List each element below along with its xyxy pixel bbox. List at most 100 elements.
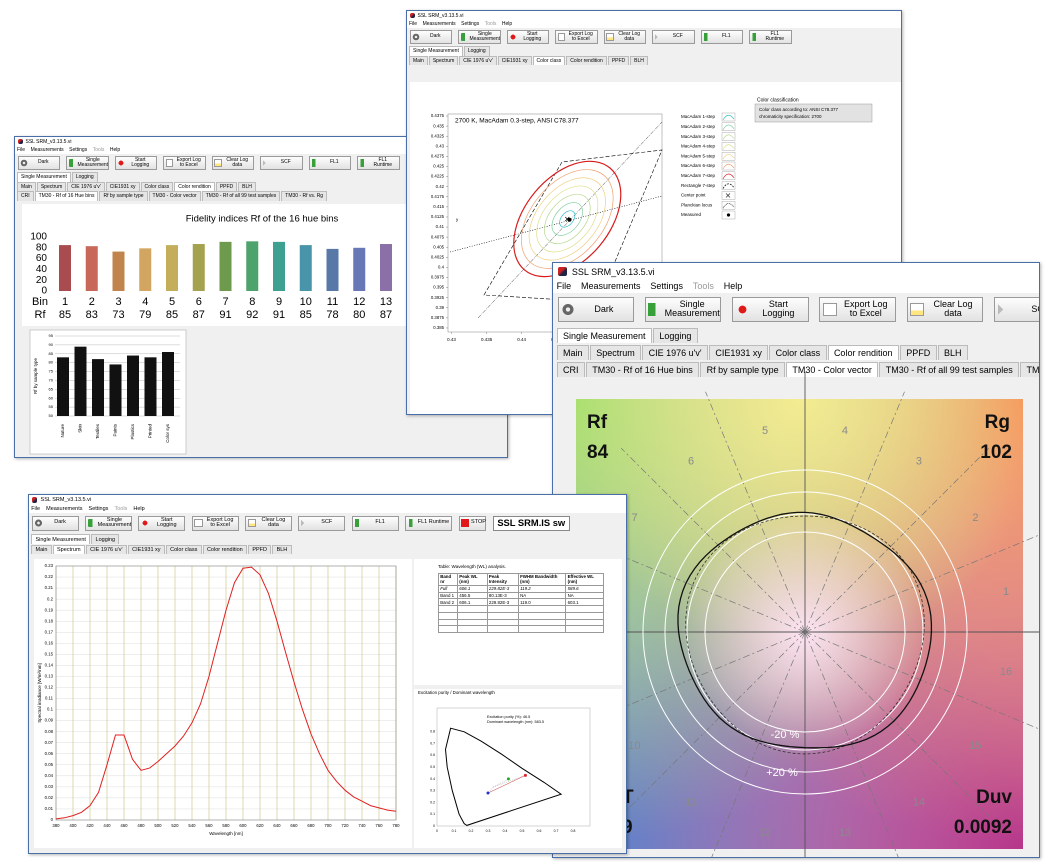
tab[interactable]: CIE 1976 u'v'	[67, 181, 105, 191]
tab[interactable]: PPFD	[215, 181, 238, 191]
toolbar-button[interactable]: Export Log to Excel	[163, 155, 206, 170]
tab[interactable]: Color class	[140, 181, 174, 191]
toolbar-button[interactable]: FL1	[351, 515, 399, 531]
menu-item[interactable]: Help	[109, 147, 121, 153]
toolbar-button[interactable]: SCF	[298, 515, 346, 531]
tab[interactable]: Main	[31, 544, 52, 555]
tab[interactable]: CIE 1976 u'v'	[85, 544, 127, 555]
tab[interactable]: CIE1931 xy	[708, 344, 769, 361]
toolbar-button[interactable]: SCF	[652, 29, 695, 44]
tab[interactable]: Main	[409, 55, 428, 65]
tab[interactable]: CIE 1976 u'v'	[459, 55, 497, 65]
tab[interactable]: TM30 - Color vector	[786, 361, 879, 378]
toolbar-button[interactable]: Clear Log data	[906, 296, 984, 322]
tab[interactable]: CRI	[556, 361, 585, 378]
menu-item[interactable]: Measurements	[581, 281, 641, 292]
menu-item[interactable]: File	[17, 147, 26, 153]
toolbar-button[interactable]: Single Measurement	[66, 155, 109, 170]
menu-item[interactable]: Help	[501, 21, 513, 27]
menu-item[interactable]: Settings	[69, 147, 88, 153]
tab[interactable]: CIE1931 xy	[497, 55, 532, 65]
tab[interactable]: Color rendition	[827, 344, 899, 361]
tab[interactable]: Color class	[165, 544, 202, 555]
toolbar-button[interactable]: Start Logging	[506, 29, 549, 44]
menu-item[interactable]: Tools	[114, 506, 128, 513]
tab[interactable]: Spectrum	[589, 344, 642, 361]
tab[interactable]: Logging	[91, 534, 120, 544]
menu-item[interactable]: Tools	[692, 281, 714, 292]
menu-item[interactable]: Measurements	[30, 147, 64, 153]
toolbar-button[interactable]: Dark	[409, 29, 452, 44]
tab[interactable]: TM30 - Rf of all 99 test samples	[201, 191, 281, 201]
tab[interactable]: Single Measurement	[556, 327, 652, 344]
tab[interactable]: Main	[556, 344, 589, 361]
toolbar-button[interactable]: FL1	[308, 155, 351, 170]
toolbar-button[interactable]: SCF	[260, 155, 303, 170]
tab[interactable]: Logging	[652, 327, 698, 344]
tab[interactable]: Color class	[532, 55, 566, 65]
tab[interactable]: Color rendition	[174, 181, 215, 191]
menu-item[interactable]: File	[31, 506, 41, 513]
tab[interactable]: TM30 - Rf vs. Rg	[281, 191, 328, 201]
toolbar-button[interactable]: Dark	[557, 296, 634, 322]
menu-item[interactable]: Tools	[92, 147, 105, 153]
tab[interactable]: Logging	[463, 46, 490, 56]
tab[interactable]: Color class	[769, 344, 827, 361]
tab[interactable]: TM30 - Rf vs. Rg	[1020, 361, 1039, 378]
menu-item[interactable]: Settings	[650, 281, 683, 292]
toolbar-button[interactable]: Single Measurement	[458, 29, 501, 44]
menu-item[interactable]: Settings	[461, 21, 480, 27]
tab[interactable]: Color rendition	[202, 544, 248, 555]
toolbar-button[interactable]: Export Log to Excel	[819, 296, 896, 322]
toolbar-button[interactable]: Single Measurement	[85, 515, 132, 531]
tab[interactable]: Logging	[71, 172, 98, 182]
tab[interactable]: BLH	[238, 181, 256, 191]
tab[interactable]: CRI	[17, 191, 34, 201]
tab[interactable]: Spectrum	[52, 544, 85, 555]
tab[interactable]: Single Measurement	[31, 534, 91, 544]
toolbar-button[interactable]: Start Logging	[138, 515, 186, 531]
tab[interactable]: PPFD	[607, 55, 630, 65]
toolbar-button[interactable]: Export Log to Excel	[555, 29, 598, 44]
toolbar-button[interactable]: Clear Log data	[245, 515, 292, 531]
tab[interactable]: PPFD	[899, 344, 937, 361]
toolbar-button[interactable]: Start Logging	[114, 155, 157, 170]
toolbar-button[interactable]: FL1 Runtime	[357, 155, 400, 170]
menu-item[interactable]: Help	[723, 281, 743, 292]
menu-item[interactable]: Help	[133, 506, 145, 513]
tab[interactable]: TM30 - Rf of 16 Hue bins	[585, 361, 700, 378]
tab[interactable]: Single Measurement	[409, 46, 463, 56]
toolbar-button[interactable]: Start Logging	[732, 296, 809, 322]
tab[interactable]: Rf by sample type	[99, 191, 148, 201]
tab[interactable]: CIE1931 xy	[127, 544, 165, 555]
toolbar-button[interactable]: FL1 Runtime	[405, 515, 452, 531]
tab[interactable]: TM30 - Rf of 16 Hue bins	[34, 191, 99, 201]
toolbar-button[interactable]: Export Log to Excel	[191, 515, 239, 531]
toolbar-button[interactable]: Dark	[31, 515, 79, 531]
toolbar-button[interactable]: Single Measurement	[644, 296, 722, 322]
tab[interactable]: Color rendition	[566, 55, 607, 65]
tab[interactable]: Spectrum	[36, 181, 67, 191]
tab[interactable]: BLH	[937, 344, 968, 361]
tab[interactable]: Main	[17, 181, 36, 191]
toolbar-button[interactable]: Clear Log data	[211, 155, 254, 170]
menu-item[interactable]: Settings	[88, 506, 109, 513]
menu-item[interactable]: Measurements	[422, 21, 456, 27]
toolbar-button[interactable]: FL1	[700, 29, 743, 44]
tab[interactable]: Single Measurement	[17, 172, 71, 182]
menu-item[interactable]: File	[556, 281, 572, 292]
tab[interactable]: CIE 1976 u'v'	[642, 344, 708, 361]
tab[interactable]: Spectrum	[428, 55, 459, 65]
tab[interactable]: PPFD	[248, 544, 272, 555]
tab[interactable]: BLH	[272, 544, 292, 555]
toolbar-button[interactable]: Clear Log data	[603, 29, 646, 44]
toolbar-button[interactable]: Dark	[17, 155, 60, 170]
tab[interactable]: TM30 - Color vector	[148, 191, 201, 201]
toolbar-button[interactable]: FL1 Runtime	[749, 29, 792, 44]
toolbar-button[interactable]: SCF	[993, 296, 1039, 322]
stop-button[interactable]: STOP	[458, 515, 486, 531]
menu-item[interactable]: File	[409, 21, 418, 27]
tab[interactable]: Rf by sample type	[700, 361, 786, 378]
menu-item[interactable]: Tools	[484, 21, 497, 27]
tab[interactable]: BLH	[630, 55, 648, 65]
